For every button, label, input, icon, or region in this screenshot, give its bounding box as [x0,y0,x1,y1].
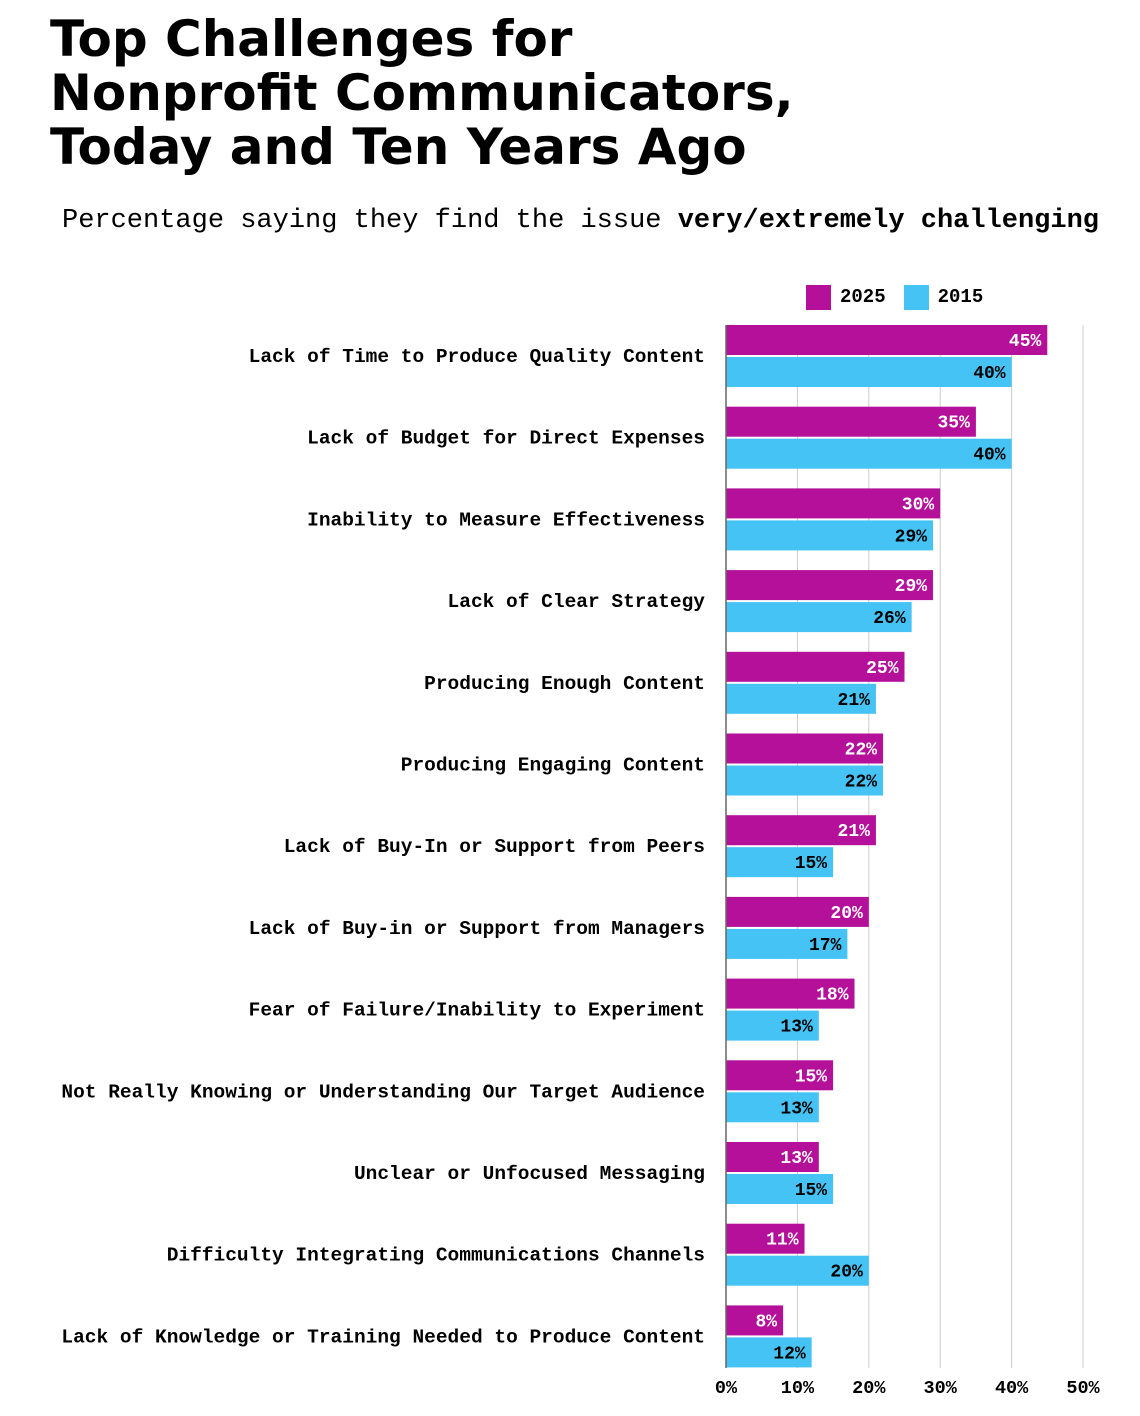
bar-2015 [726,847,834,878]
legend-item-2025: 2025 [806,284,886,310]
bar-value-label-2015: 22% [845,773,878,793]
category-label: Fear of Failure/Inability to Experiment [249,1000,705,1022]
bar-value-label-2015: 40% [973,446,1006,466]
bar-2025 [726,1142,819,1172]
bar-value-label-2025: 21% [838,822,871,842]
bar-2015 [726,1255,869,1286]
bar-value-label-2025: 18% [816,986,849,1006]
bar-2015 [726,928,848,959]
bar-value-label-2025: 8% [756,1312,778,1332]
bar-2015 [726,438,1012,469]
bar-2015 [726,1092,819,1123]
bar-value-label-2025: 25% [866,659,899,679]
bar-value-label-2015: 13% [780,1099,813,1119]
bar-2015 [726,1174,834,1204]
bar-value-label-2015: 21% [838,691,871,711]
x-tick-label: 50% [1066,1378,1100,1399]
x-tick-label: 40% [995,1378,1029,1399]
bar-2025 [726,978,855,1009]
bar-value-label-2015: 26% [873,609,906,629]
bar-value-label-2025: 20% [830,904,863,924]
chart-title-line: Today and Ten Years Ago [50,118,747,176]
legend-label-2025: 2025 [840,286,886,308]
legend-label-2015: 2015 [937,286,984,308]
bar-2025 [726,325,1048,355]
category-label: Difficulty Integrating Communications Ch… [167,1245,705,1267]
bar-2025 [726,1305,784,1336]
chart-title: Top Challenges for Nonprofit Communicato… [50,12,1110,174]
bar-value-label-2025: 30% [902,495,935,515]
bar-value-label-2015: 29% [895,527,928,547]
bar-value-label-2025: 29% [895,577,928,597]
bar-2015 [726,602,912,633]
bar-value-label-2015: 13% [780,1018,813,1038]
bar-value-label-2025: 35% [937,414,970,434]
category-label: Lack of Budget for Direct Expenses [307,428,705,450]
bar-value-label-2015: 20% [830,1263,863,1283]
bar-value-label-2015: 15% [795,1181,828,1201]
bar-2025 [726,1060,834,1091]
category-label: Lack of Clear Strategy [448,591,706,613]
category-label: Lack of Buy-In or Support from Peers [284,836,705,858]
bar-value-label-2015: 17% [809,936,842,956]
x-tick-label: 30% [924,1378,958,1399]
bar-2015 [726,1337,812,1368]
category-label: Lack of Knowledge or Training Needed to … [61,1326,705,1348]
chart-title-line: Top Challenges for [50,10,573,68]
category-label: Not Really Knowing or Understanding Our … [61,1081,705,1103]
bar-2015 [726,683,876,714]
bar-value-label-2015: 40% [973,364,1006,384]
bar-2025 [726,406,976,437]
category-label: Inability to Measure Effectiveness [307,509,705,531]
bar-value-label-2025: 22% [845,741,878,761]
bar-2015 [726,765,884,796]
category-label: Lack of Buy-in or Support from Managers [249,918,705,940]
bar-2025 [726,896,869,927]
chart-title-line: Nonprofit Communicators, [50,64,794,122]
bar-2025 [726,570,934,601]
category-label: Producing Engaging Content [401,755,705,777]
bar-2025 [726,733,884,764]
legend-item-2015: 2015 [903,284,984,310]
chart-subtitle: Percentage saying they find the issue ve… [62,206,1122,236]
category-label: Producing Enough Content [424,673,705,695]
category-label: Lack of Time to Produce Quality Content [249,346,705,368]
bar-value-label-2015: 12% [773,1344,806,1364]
x-tick-label: 0% [715,1378,738,1399]
bar-2015 [726,520,934,551]
legend: 2025 2015 [806,284,1001,310]
bar-2025 [726,815,876,846]
bar-value-label-2025: 13% [780,1149,813,1169]
legend-swatch-2015 [903,284,929,310]
bar-2025 [726,651,905,682]
bar-value-label-2025: 11% [766,1231,799,1251]
bar-value-label-2025: 45% [1009,332,1042,352]
bar-value-label-2025: 15% [795,1067,828,1087]
bar-2015 [726,357,1012,387]
legend-swatch-2025 [806,284,831,310]
x-tick-label: 10% [781,1378,815,1399]
x-tick-label: 20% [852,1378,886,1399]
category-label: Unclear or Unfocused Messaging [354,1163,705,1185]
bar-2025 [726,488,941,519]
bar-2025 [726,1223,805,1254]
bar-2015 [726,1010,819,1041]
bar-value-label-2015: 15% [795,854,828,874]
subtitle-emphasis: very/extremely challenging [677,206,1099,236]
subtitle-prefix: Percentage saying they find the issue [62,206,678,236]
